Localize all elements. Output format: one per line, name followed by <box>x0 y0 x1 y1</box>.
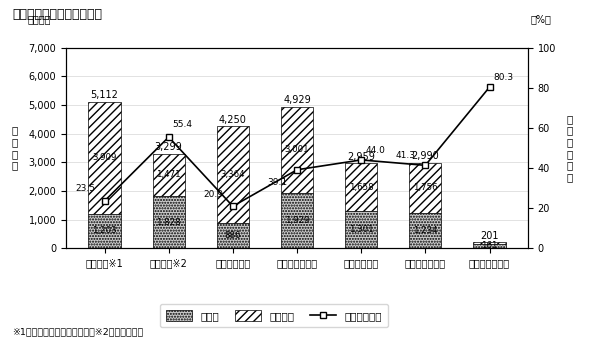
Bar <box>88 214 121 248</box>
Bar <box>473 242 506 243</box>
Text: 3,001: 3,001 <box>284 146 310 154</box>
Text: 1,234: 1,234 <box>413 226 437 235</box>
Text: 41.3: 41.3 <box>396 151 416 160</box>
Text: 1,828: 1,828 <box>157 218 181 226</box>
Text: 3,909: 3,909 <box>92 153 116 162</box>
Text: 161: 161 <box>481 241 498 250</box>
Bar <box>88 102 121 214</box>
Bar <box>409 163 442 213</box>
Text: 23.5: 23.5 <box>75 184 95 193</box>
Bar <box>473 243 506 248</box>
Y-axis label: 購
入
資
金: 購 入 資 金 <box>11 125 18 170</box>
Bar <box>409 213 442 248</box>
Text: ※1土地を購入した新築世帯　※2建て替え世帯: ※1土地を購入した新築世帯 ※2建て替え世帯 <box>12 328 143 337</box>
Bar <box>152 154 185 196</box>
Text: 2,959: 2,959 <box>347 152 375 162</box>
Text: 1,756: 1,756 <box>413 183 437 192</box>
Text: 1,471: 1,471 <box>157 170 181 179</box>
Text: 1,658: 1,658 <box>349 183 373 192</box>
Text: 1,203: 1,203 <box>92 226 117 236</box>
Text: 1,929: 1,929 <box>285 216 309 225</box>
Text: 1,301: 1,301 <box>349 225 373 234</box>
Text: 購入資金、リフォーム資金: 購入資金、リフォーム資金 <box>12 8 102 21</box>
Text: 2,990: 2,990 <box>412 151 439 161</box>
Y-axis label: 自
己
資
金
比
率: 自 己 資 金 比 率 <box>567 114 573 182</box>
Text: 4,250: 4,250 <box>219 115 247 125</box>
Text: 886: 886 <box>224 231 241 240</box>
Bar <box>345 211 377 248</box>
Bar <box>281 107 313 193</box>
Text: 39.1: 39.1 <box>268 178 287 187</box>
Bar <box>217 223 249 248</box>
Text: 55.4: 55.4 <box>173 120 193 129</box>
Text: 3,364: 3,364 <box>221 170 245 179</box>
Bar <box>217 126 249 223</box>
Text: 4,929: 4,929 <box>283 95 311 105</box>
Text: （%）: （%） <box>531 15 551 24</box>
Bar <box>152 196 185 248</box>
Text: 44.0: 44.0 <box>365 146 385 155</box>
Text: 80.3: 80.3 <box>493 73 514 82</box>
Text: 20.9: 20.9 <box>203 190 223 199</box>
Bar <box>345 164 377 211</box>
Text: 5,112: 5,112 <box>91 90 118 100</box>
Legend: 借入金, 自己資金, 自己資金比率: 借入金, 自己資金, 自己資金比率 <box>160 304 388 327</box>
Text: （万円）: （万円） <box>27 15 50 24</box>
Text: 3,299: 3,299 <box>155 142 182 152</box>
Text: 201: 201 <box>480 231 499 241</box>
Bar <box>281 193 313 248</box>
